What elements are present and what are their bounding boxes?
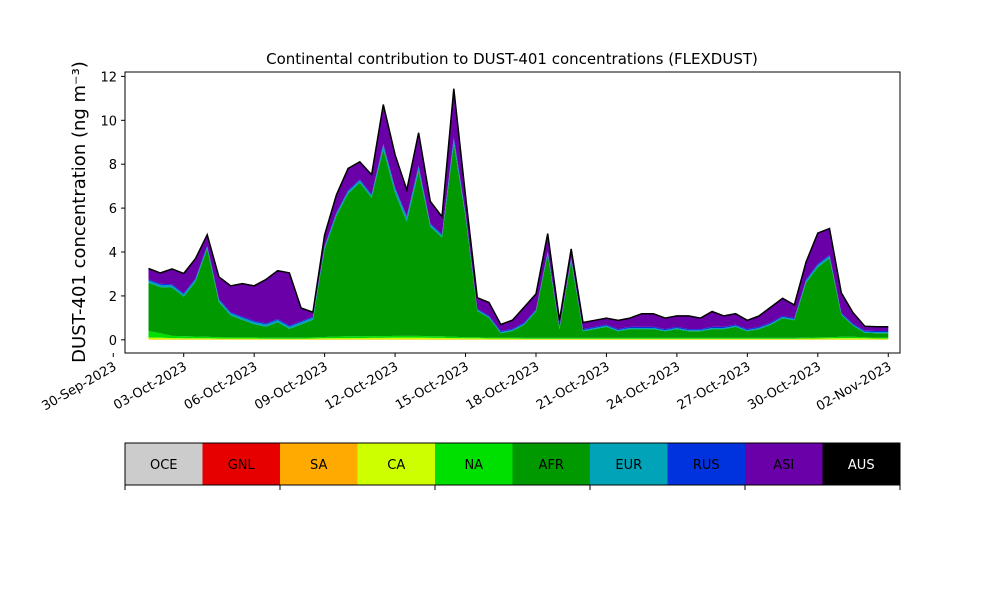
legend-label-sa: SA [310,458,327,473]
legend-swatch-oce [125,443,203,485]
area-ca [148,337,889,340]
area-afr [148,143,889,338]
y-tick-label: 4 [109,246,117,261]
x-tick-label: 12-Oct-2023 [323,359,401,413]
legend-swatch-sa [280,443,358,485]
legend-swatch-gnl [202,443,280,485]
x-tick-label: 30-Oct-2023 [745,359,823,413]
plot-frame [124,71,901,354]
legend-swatch-asi [745,443,823,485]
y-tick-label: 10 [100,114,117,129]
legend-swatch-rus [667,443,745,485]
y-tick-label: 12 [100,70,117,85]
legend-label-oce: OCE [150,458,178,473]
legend-label-eur: EUR [615,458,642,473]
x-tick-label: 06-Oct-2023 [182,359,260,413]
y-tick-label: 8 [109,158,117,173]
legend-label-na: NA [464,458,483,473]
x-tick-label: 30-Sep-2023 [39,359,119,414]
x-tick-label: 18-Oct-2023 [464,359,542,413]
y-tick-label: 6 [109,202,117,217]
x-tick-label: 09-Oct-2023 [252,359,330,413]
x-tick-label: 24-Oct-2023 [605,359,683,413]
legend-label-gnl: GNL [228,458,256,473]
area-asi [148,88,889,331]
x-tick-label: 15-Oct-2023 [393,359,471,413]
legend-colorbar: OCE GNL SA CA NA AFR EUR RUS ASI AUS [124,442,901,490]
chart-title: Continental contribution to DUST-401 con… [266,50,758,68]
y-axis-label: DUST-401 concentration (ng m⁻³) [69,61,90,363]
y-tick-label: 0 [109,334,117,349]
legend-swatch-ca [357,443,435,485]
legend-frame [124,442,901,486]
stacked-areas [148,88,889,340]
y-tick-label: 2 [109,290,117,305]
x-tick-label: 02-Nov-2023 [814,359,894,414]
legend-label-rus: RUS [693,458,720,473]
total-line [148,88,889,328]
area-na [148,331,889,339]
x-tick-label: 21-Oct-2023 [534,359,612,413]
legend-swatch-eur [590,443,668,485]
legend-label-ca: CA [387,458,405,473]
legend-swatch-aus [822,443,900,485]
legend-swatch-afr [512,443,590,485]
x-tick-label: 03-Oct-2023 [111,359,189,413]
x-tick-label: 27-Oct-2023 [675,359,753,413]
legend-label-aus: AUS [848,458,875,473]
legend-swatch-na [435,443,513,485]
legend-label-asi: ASI [773,458,794,473]
legend-label-afr: AFR [539,458,564,473]
